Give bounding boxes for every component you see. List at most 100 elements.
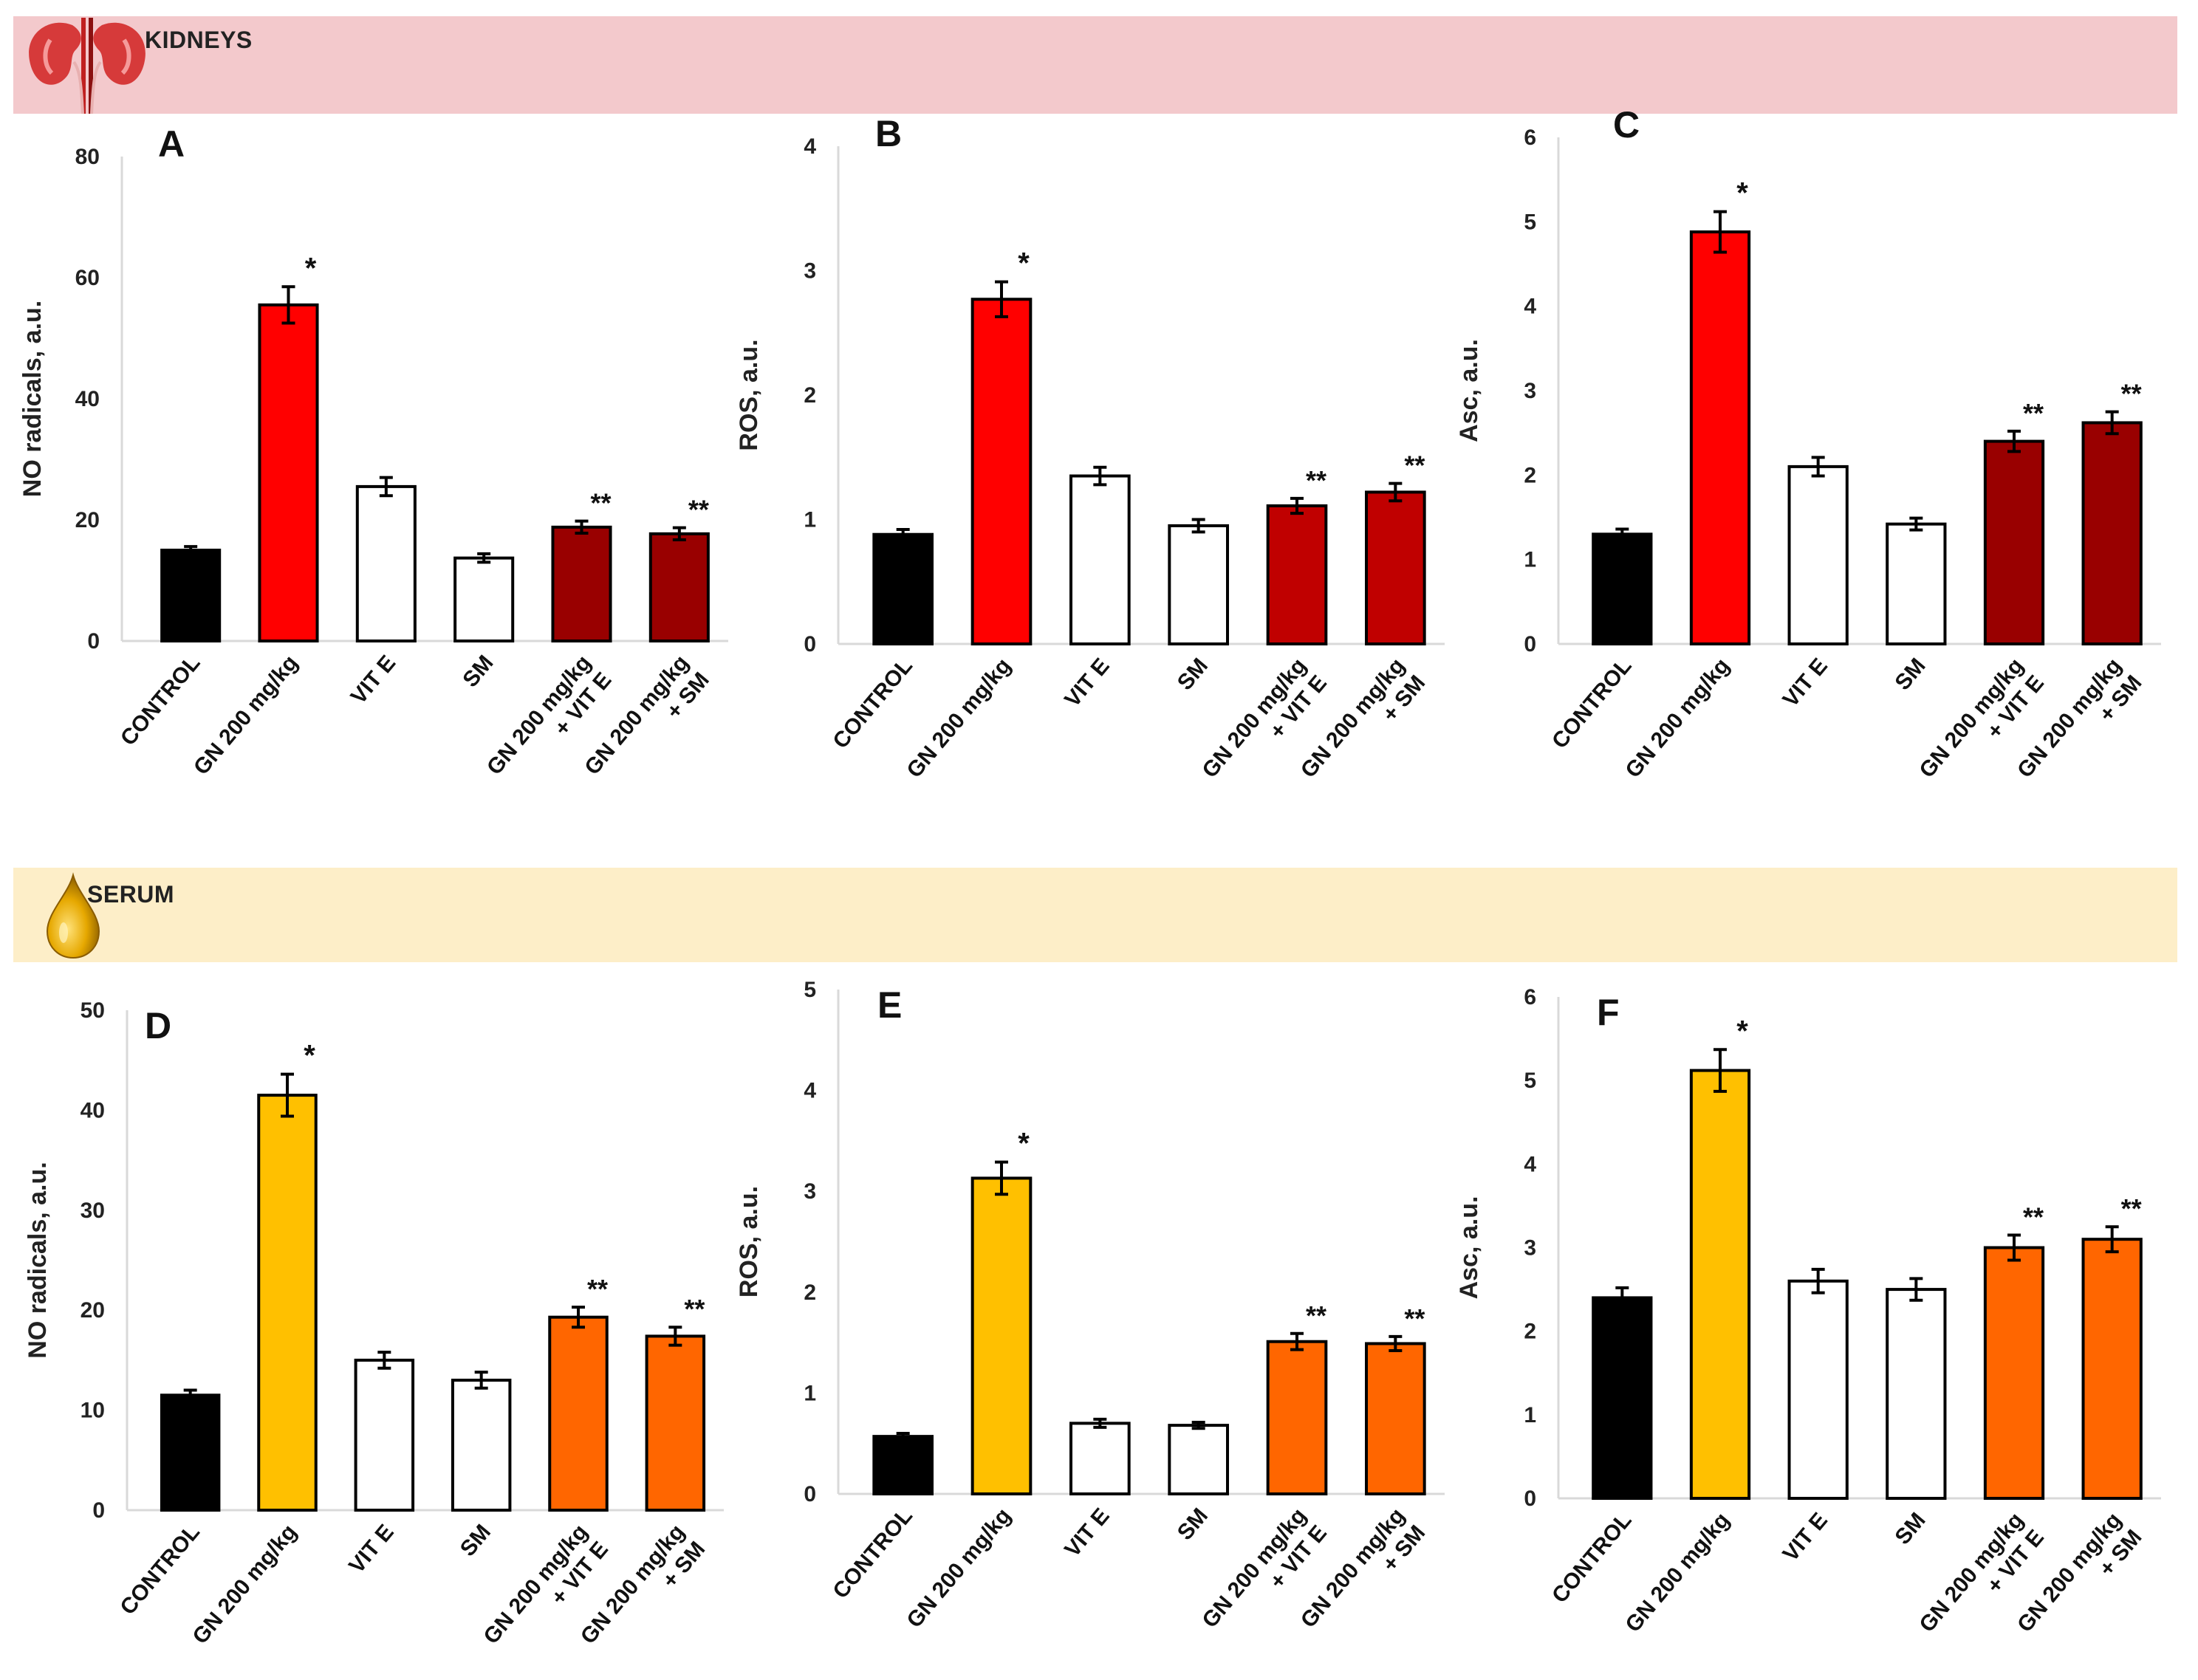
y-tick-label: 1 bbox=[1524, 548, 1536, 572]
y-tick-label: 1 bbox=[1524, 1403, 1536, 1427]
bar bbox=[872, 532, 934, 645]
y-tick-label: 4 bbox=[804, 1079, 816, 1103]
y-tick-label: 30 bbox=[81, 1199, 105, 1223]
x-tick-label: VIT E bbox=[1778, 1508, 1832, 1566]
bar bbox=[872, 1435, 934, 1495]
x-tick-label: VIT E bbox=[1060, 654, 1114, 712]
y-tick-label: 3 bbox=[804, 1179, 816, 1204]
bar bbox=[2081, 421, 2143, 645]
panel-letter: C bbox=[1613, 104, 1640, 145]
x-tick-label: GN 200 mg/kg bbox=[189, 651, 303, 779]
significance-label: * bbox=[304, 1040, 315, 1072]
chart-panel-e: 0 1 2 3 4 5 ROS, a.u. E CONTROL * GN 200 mg/kg VIT … bbox=[735, 978, 1445, 1633]
x-tick-label-line: SM bbox=[1173, 1504, 1213, 1545]
y-axis-label: NO radicals, a.u. bbox=[24, 1162, 52, 1358]
bar bbox=[257, 1094, 318, 1512]
x-tick-label: GN 200 mg/kg bbox=[1620, 1508, 1734, 1636]
bar bbox=[1266, 1340, 1328, 1496]
x-tick-label-line: CONTROL bbox=[1547, 1508, 1637, 1608]
y-tick-label: 80 bbox=[75, 145, 100, 169]
chart-panel-f: 0 1 2 3 4 5 6 Asc, a.u. F CONTROL * GN 200 mg/kg VIT… bbox=[1455, 985, 2161, 1637]
bar bbox=[1592, 1296, 1653, 1501]
x-tick-label-line: VIT E bbox=[346, 651, 400, 709]
x-tick-label-line: VIT E bbox=[1778, 1508, 1832, 1566]
kidneys-banner: KIDNEYS bbox=[13, 16, 2177, 114]
y-tick-label: 3 bbox=[1524, 1236, 1536, 1261]
bar bbox=[1886, 1288, 1947, 1501]
x-tick-label-line: VIT E bbox=[1778, 654, 1832, 712]
bar bbox=[970, 1176, 1033, 1496]
x-tick-label: SM bbox=[1173, 654, 1213, 695]
x-tick-label-line: GN 200 mg/kg bbox=[902, 654, 1016, 782]
x-tick-label-line: GN 200 mg/kg bbox=[902, 1504, 1016, 1632]
y-axis-label: NO radicals, a.u. bbox=[18, 301, 47, 497]
bar bbox=[1983, 1246, 2045, 1500]
bar bbox=[354, 1358, 415, 1512]
x-tick-label: VIT E bbox=[346, 651, 400, 709]
x-tick-label-line: CONTROL bbox=[1547, 654, 1637, 753]
y-axis-label: ROS, a.u. bbox=[735, 339, 763, 450]
x-tick-label-line: GN 200 mg/kg bbox=[1620, 1508, 1734, 1636]
bar bbox=[1787, 464, 1849, 646]
bar bbox=[160, 549, 222, 642]
bar bbox=[1787, 1279, 1849, 1501]
significance-label: * bbox=[305, 252, 317, 284]
x-tick-label-line: GN 200 mg/kg bbox=[1620, 654, 1734, 782]
bar bbox=[2081, 1238, 2143, 1501]
bar bbox=[453, 556, 515, 642]
bar bbox=[648, 532, 710, 642]
bar bbox=[1592, 532, 1653, 645]
x-tick-label: VIT E bbox=[1778, 654, 1832, 712]
significance-label: * bbox=[1736, 177, 1748, 210]
bar bbox=[1266, 504, 1328, 646]
x-tick-label: GN 200 mg/kg bbox=[902, 1504, 1016, 1632]
significance-label: ** bbox=[1306, 465, 1326, 496]
chart-panel-d: 0 10 20 30 40 50 NO radicals, a.u. D CONTROL * GN … bbox=[24, 998, 724, 1649]
x-tick-label: CONTROL bbox=[1547, 1508, 1637, 1608]
y-tick-label: 4 bbox=[1524, 295, 1536, 319]
bar bbox=[1168, 1424, 1230, 1496]
x-tick-label: CONTROL bbox=[828, 654, 917, 753]
x-tick-label-line: CONTROL bbox=[116, 651, 205, 750]
significance-label: * bbox=[1018, 247, 1030, 280]
bar bbox=[970, 298, 1033, 645]
y-tick-label: 0 bbox=[804, 632, 816, 656]
y-tick-label: 1 bbox=[804, 1381, 816, 1405]
bar bbox=[548, 1315, 609, 1512]
kidneys-icon bbox=[21, 18, 154, 117]
y-tick-label: 40 bbox=[81, 1098, 105, 1122]
x-tick-label-line: VIT E bbox=[344, 1520, 398, 1578]
y-tick-label: 4 bbox=[804, 134, 816, 159]
y-tick-label: 0 bbox=[87, 629, 100, 654]
y-tick-label: 3 bbox=[1524, 379, 1536, 403]
y-tick-label: 5 bbox=[804, 978, 816, 1002]
y-tick-label: 0 bbox=[1524, 632, 1536, 656]
x-tick-label: GN 200 mg/kg bbox=[902, 654, 1016, 782]
bar bbox=[1886, 522, 1947, 645]
bar bbox=[1689, 230, 1751, 645]
y-axis-label: ROS, a.u. bbox=[735, 1186, 763, 1297]
x-tick-label: GN 200 mg/kg bbox=[188, 1520, 301, 1648]
y-axis-label: Asc, a.u. bbox=[1455, 1196, 1483, 1300]
bar bbox=[160, 1393, 221, 1512]
significance-label: ** bbox=[1404, 1303, 1425, 1334]
y-tick-label: 5 bbox=[1524, 210, 1536, 234]
x-tick-label: SM bbox=[1890, 1508, 1930, 1549]
serum-title: SERUM bbox=[87, 881, 175, 908]
bar bbox=[1069, 1422, 1131, 1496]
bar bbox=[1365, 490, 1426, 645]
bar bbox=[1069, 474, 1131, 646]
y-tick-label: 3 bbox=[804, 259, 816, 284]
bar bbox=[355, 484, 417, 643]
panel-letter: F bbox=[1597, 992, 1620, 1033]
x-tick-label-line: CONTROL bbox=[828, 654, 917, 753]
significance-label: ** bbox=[2023, 398, 2044, 428]
significance-label: ** bbox=[590, 488, 611, 518]
bar bbox=[258, 303, 319, 642]
panel-letter: B bbox=[875, 113, 902, 154]
y-tick-label: 50 bbox=[81, 998, 105, 1023]
x-tick-label-line: VIT E bbox=[1060, 1504, 1114, 1562]
x-tick-label: SM bbox=[458, 651, 498, 692]
y-tick-label: 2 bbox=[1524, 463, 1536, 487]
